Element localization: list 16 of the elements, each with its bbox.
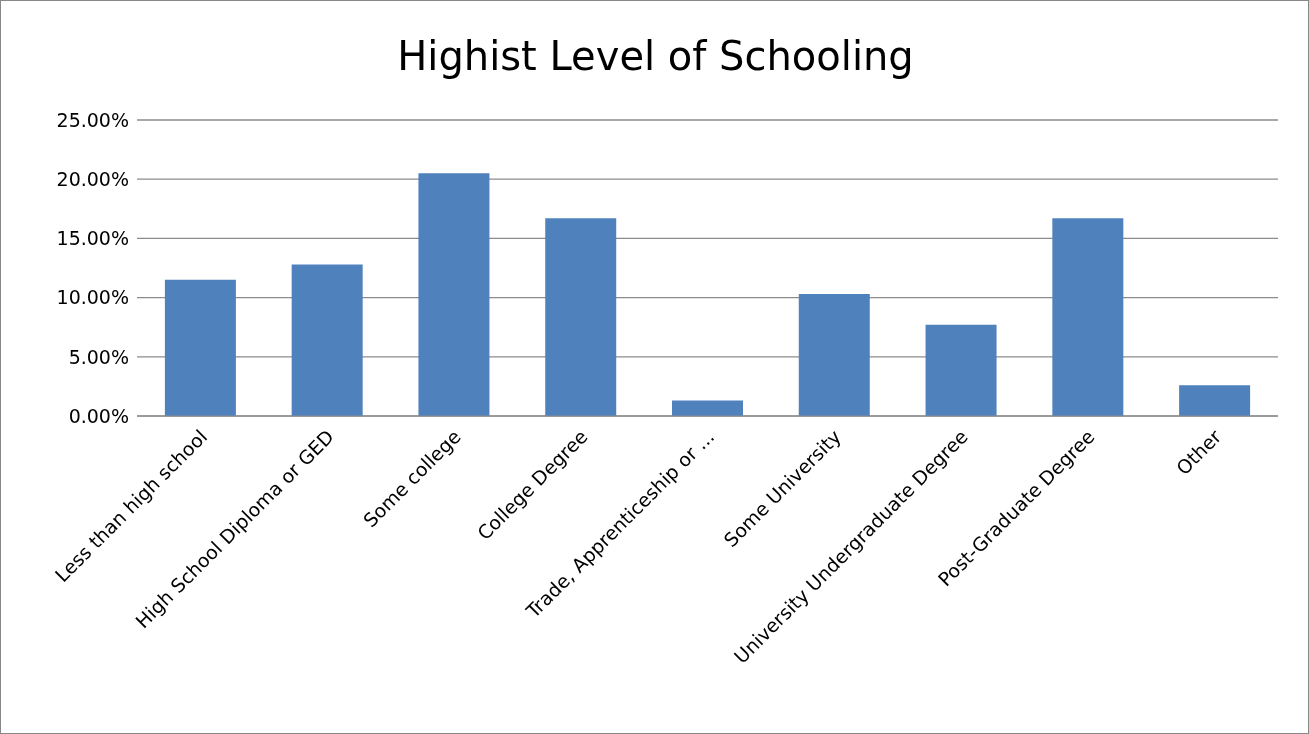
bar	[925, 324, 997, 416]
chart-title: Highist Level of Schooling	[396, 33, 915, 79]
y-tick-label: 0.00%	[68, 404, 129, 427]
y-tick-label: 20.00%	[56, 167, 129, 190]
bar	[545, 218, 617, 416]
bar	[1179, 385, 1251, 416]
y-tick-label: 15.00%	[56, 227, 129, 250]
bar	[672, 400, 743, 416]
y-tick-label: 25.00%	[56, 108, 129, 131]
bar	[164, 279, 236, 416]
y-tick-label: 10.00%	[56, 286, 129, 309]
bar	[291, 264, 363, 416]
y-tick-label: 5.00%	[68, 345, 129, 368]
bar	[798, 294, 870, 416]
bar	[1052, 218, 1124, 416]
bar	[418, 173, 490, 416]
